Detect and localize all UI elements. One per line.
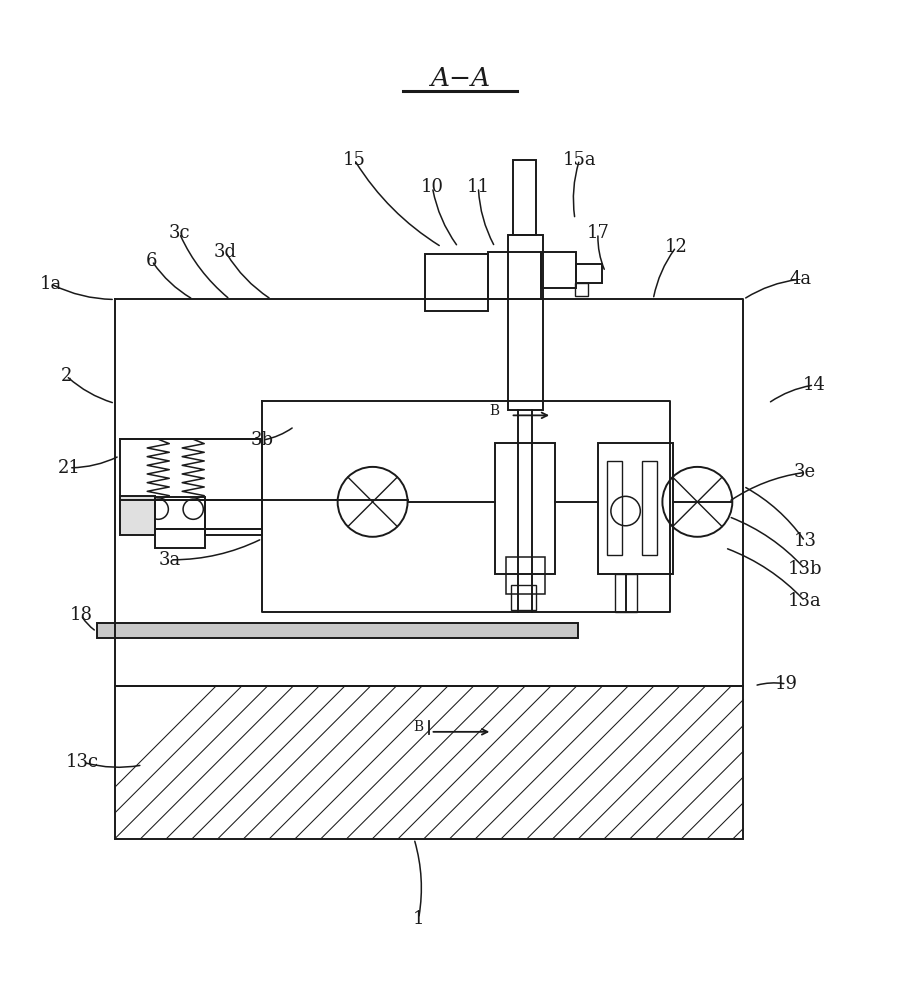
Text: 19: 19 [774, 675, 798, 693]
Text: 11: 11 [467, 178, 490, 196]
Bar [96, 623, 577, 638]
Bar [154, 497, 205, 548]
Text: 3b: 3b [250, 431, 274, 449]
Bar [115, 686, 743, 839]
Bar [505, 557, 544, 594]
Bar [507, 235, 542, 410]
Text: 13c: 13c [66, 753, 99, 771]
Bar [574, 283, 587, 296]
Text: 13b: 13b [787, 560, 822, 578]
Text: 14: 14 [802, 376, 824, 394]
Text: 2: 2 [61, 367, 72, 385]
Text: 10: 10 [421, 178, 444, 196]
Text: 4a: 4a [789, 270, 811, 288]
Text: 1a: 1a [40, 275, 62, 293]
Bar [540, 252, 575, 288]
Bar [575, 264, 601, 283]
Text: 18: 18 [70, 606, 92, 624]
Text: B: B [489, 404, 499, 418]
Bar [597, 443, 673, 574]
Bar [119, 439, 262, 529]
Bar [513, 160, 536, 235]
Text: 21: 21 [58, 459, 80, 477]
Bar [494, 443, 554, 574]
Bar [614, 574, 636, 612]
Text: 17: 17 [586, 224, 608, 242]
Text: 13a: 13a [788, 592, 821, 610]
Text: 3c: 3c [168, 224, 190, 242]
Bar [641, 461, 656, 555]
Text: 1: 1 [413, 910, 424, 928]
Text: 3d: 3d [213, 243, 237, 261]
Bar [607, 461, 621, 555]
Text: 3a: 3a [159, 551, 181, 569]
Bar [425, 254, 487, 311]
Text: B: B [413, 720, 423, 734]
Bar [119, 496, 154, 535]
Text: A−A: A−A [429, 66, 490, 91]
Text: 13: 13 [792, 532, 816, 550]
Text: 3e: 3e [793, 463, 815, 481]
Bar [510, 585, 536, 610]
Text: 15: 15 [343, 151, 365, 169]
Bar [487, 252, 540, 299]
Bar [205, 500, 262, 535]
Text: 6: 6 [146, 252, 157, 270]
Bar [119, 500, 262, 529]
Text: 12: 12 [664, 238, 686, 256]
Text: 15a: 15a [562, 151, 596, 169]
